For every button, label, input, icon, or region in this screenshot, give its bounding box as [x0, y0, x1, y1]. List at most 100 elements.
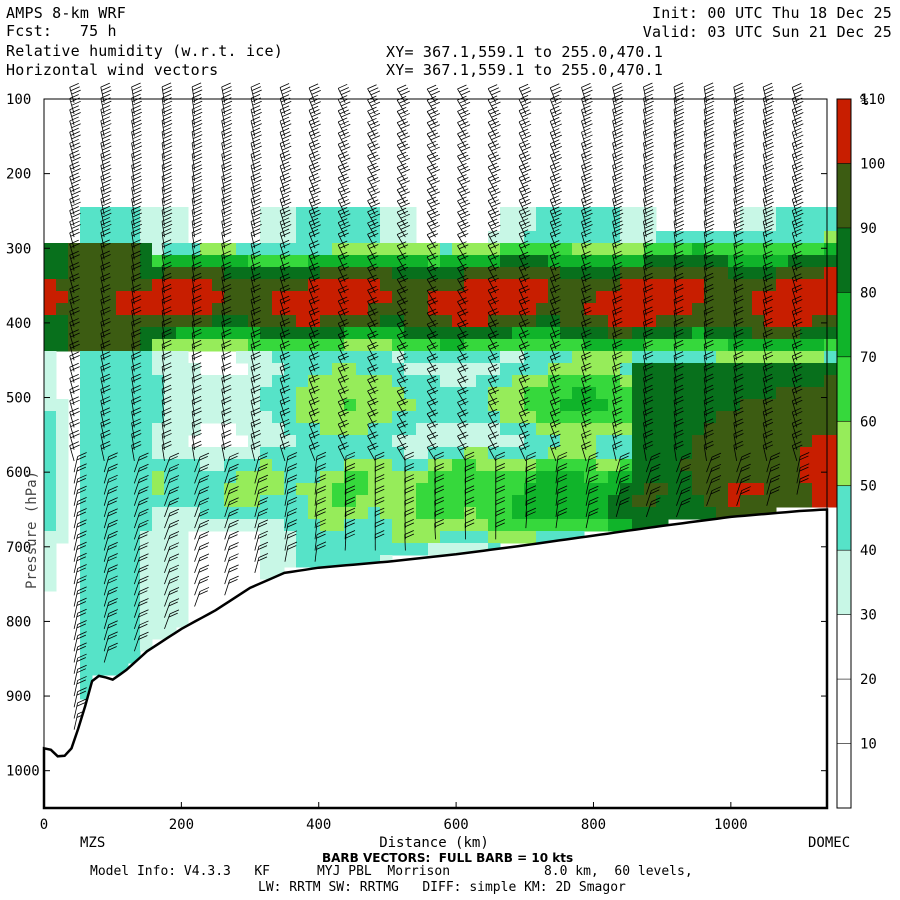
rh-cell — [308, 543, 321, 556]
wind-barb — [279, 374, 291, 394]
rh-cell — [272, 411, 285, 424]
wind-barb — [426, 163, 440, 182]
wind-barb — [279, 307, 291, 327]
rh-cell — [596, 387, 609, 400]
rh-cell — [572, 339, 585, 352]
rh-cell — [308, 519, 321, 532]
wind-barb — [191, 172, 203, 193]
rh-cell — [800, 399, 813, 412]
rh-cell — [656, 291, 669, 304]
wind-barb — [549, 128, 562, 148]
wind-barb — [673, 440, 684, 462]
wind-barb — [615, 452, 630, 473]
rh-cell — [296, 363, 309, 376]
rh-cell — [740, 291, 753, 304]
wind-barb — [518, 374, 530, 394]
wind-barb — [131, 306, 142, 327]
wind-barb — [733, 82, 745, 103]
rh-cell — [260, 435, 273, 448]
rh-cell — [128, 591, 141, 604]
wind-barb — [337, 218, 351, 238]
rh-cell — [824, 291, 837, 304]
rh-cell — [44, 495, 57, 508]
wind-barb — [191, 116, 203, 137]
x-tick-label: 0 — [40, 817, 48, 833]
rh-cell — [536, 207, 549, 220]
wind-barb — [367, 196, 381, 215]
rh-cell — [728, 399, 741, 412]
rh-cell — [92, 219, 105, 232]
wind-barb — [191, 127, 203, 148]
wind-barb — [164, 497, 180, 518]
wind-barb — [404, 451, 415, 473]
rh-cell — [368, 219, 381, 232]
rh-cell — [536, 303, 549, 316]
rh-cell — [824, 243, 837, 256]
rh-cell — [176, 531, 189, 544]
wind-barb — [279, 105, 292, 126]
rh-cell — [620, 471, 633, 484]
rh-cell — [212, 471, 225, 484]
rh-cell — [620, 219, 633, 232]
rh-cell — [428, 483, 441, 496]
rh-cell — [212, 339, 225, 352]
rh-cell — [164, 375, 177, 388]
rh-cell — [272, 459, 285, 472]
rh-cell — [152, 579, 165, 592]
wind-barb — [426, 375, 439, 395]
rh-cell — [212, 279, 225, 292]
xy-line-2: XY= 367.1,559.1 to 255.0,470.1 — [386, 61, 663, 79]
wind-barb — [161, 351, 172, 372]
wind-barb — [337, 285, 349, 305]
wind-barb — [337, 408, 349, 428]
rh-cell — [524, 291, 537, 304]
rh-cell — [320, 339, 333, 352]
rh-cell — [260, 303, 273, 316]
rh-cell — [560, 243, 573, 256]
wind-barb — [279, 83, 292, 103]
rh-cell — [440, 459, 453, 472]
colorbar-label: 100 — [860, 156, 885, 172]
rh-cell — [632, 447, 645, 460]
rh-cell — [716, 411, 729, 424]
rh-cell — [128, 495, 141, 508]
wind-barb — [733, 328, 744, 350]
rh-cell — [164, 351, 177, 364]
wind-barb — [487, 117, 501, 137]
wind-barb — [762, 429, 774, 450]
rh-cell — [596, 255, 609, 268]
rh-cell — [476, 399, 489, 412]
wind-barb — [703, 116, 715, 137]
rh-cell — [500, 435, 513, 448]
wind-barb — [426, 207, 440, 227]
wind-barb — [581, 340, 592, 361]
wind-barb — [518, 151, 532, 171]
rh-cell — [692, 411, 705, 424]
rh-cell — [332, 303, 345, 316]
wind-barb — [131, 183, 142, 204]
rh-cell — [200, 267, 213, 280]
rh-cell — [752, 495, 765, 508]
rh-cell — [116, 411, 129, 424]
wind-barb — [250, 396, 262, 417]
wind-barb — [191, 362, 202, 383]
rh-cell — [296, 339, 309, 352]
rh-cell — [272, 219, 285, 232]
rh-cell — [524, 351, 537, 364]
rh-cell — [164, 411, 177, 424]
wind-barb — [221, 172, 233, 193]
wind-barb — [161, 295, 172, 316]
wind-barb — [308, 385, 320, 406]
wind-barb — [762, 441, 774, 462]
rh-cell — [824, 363, 837, 376]
rh-cell — [308, 471, 321, 484]
rh-cell — [356, 327, 369, 340]
rh-cell — [116, 231, 129, 244]
rh-cell — [128, 567, 141, 580]
wind-barb — [762, 407, 774, 428]
rh-cell — [80, 531, 93, 544]
wind-barb — [308, 262, 320, 282]
rh-cell — [560, 339, 573, 352]
rh-cell — [236, 279, 249, 292]
